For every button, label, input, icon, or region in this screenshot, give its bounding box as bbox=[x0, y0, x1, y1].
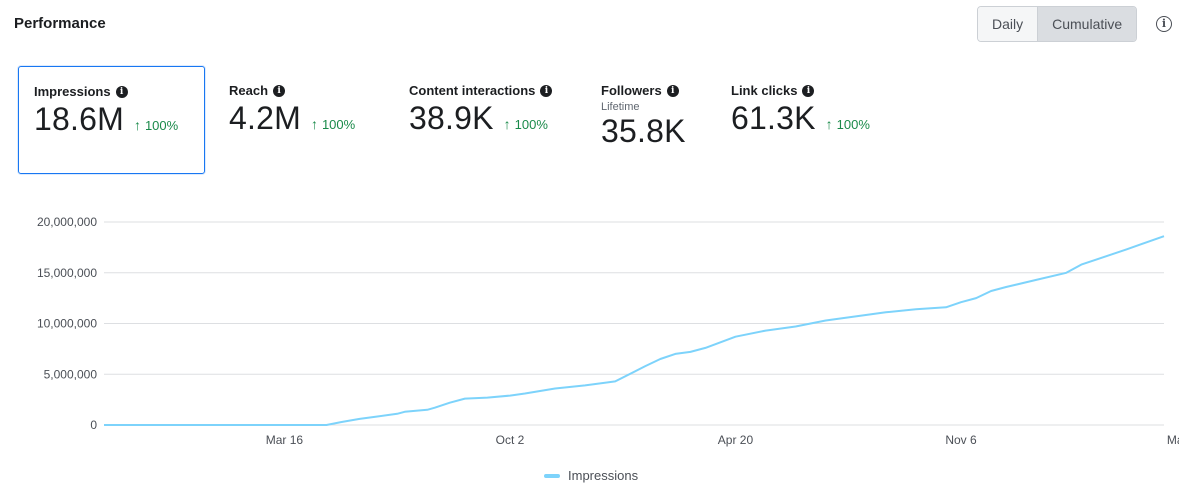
cumulative-button[interactable]: Cumulative bbox=[1037, 7, 1137, 41]
legend-label: Impressions bbox=[568, 468, 639, 483]
metric-value: 35.8K bbox=[601, 113, 686, 149]
impressions-chart: 0 5,000,000 10,000,000 15,000,000 20,000,000… bbox=[37, 215, 1179, 447]
metric-label: Reach bbox=[229, 83, 269, 98]
arrow-up-icon: ↑ bbox=[503, 116, 511, 132]
x-tick-label: Nov 6 bbox=[945, 433, 977, 447]
x-tick-label: May 24 bbox=[1167, 433, 1179, 447]
metric-change: ↑ 100% bbox=[133, 117, 179, 133]
info-icon[interactable]: i bbox=[115, 85, 128, 98]
y-tick-label: 5,000,000 bbox=[44, 367, 98, 381]
metric-label-followers: Followers i bbox=[601, 83, 696, 98]
metric-sublabel: Lifetime bbox=[601, 101, 640, 113]
metric-value: 4.2M bbox=[229, 100, 301, 136]
metric-value: 38.9K bbox=[409, 100, 494, 136]
x-tick-label: Oct 2 bbox=[496, 433, 525, 447]
info-icon[interactable]: i bbox=[1156, 16, 1172, 32]
metric-value: 18.6M bbox=[34, 101, 124, 137]
metric-reach[interactable]: Reach i 4.2M ↑ 100% bbox=[214, 66, 384, 174]
metric-change: ↑ 100% bbox=[310, 116, 356, 132]
metric-label: Link clicks bbox=[731, 83, 798, 98]
series-line-impressions[interactable] bbox=[104, 235, 1165, 426]
metric-impressions[interactable]: Impressions i 18.6M ↑ 100% bbox=[18, 66, 205, 174]
metric-change: ↑ 100% bbox=[503, 116, 548, 132]
y-tick-label: 20,000,000 bbox=[37, 215, 97, 229]
arrow-up-icon: ↑ bbox=[825, 116, 833, 132]
metric-label-content-interactions: Content interactions i bbox=[409, 83, 569, 98]
metric-label: Content interactions bbox=[409, 83, 536, 98]
metric-label-impressions: Impressions i bbox=[34, 84, 189, 99]
arrow-up-icon: ↑ bbox=[310, 116, 318, 132]
x-tick-label: Mar 16 bbox=[266, 433, 304, 447]
metric-change: ↑ 100% bbox=[825, 116, 870, 132]
legend-swatch bbox=[544, 473, 560, 478]
chart-legend[interactable]: Impressions bbox=[544, 468, 638, 483]
metric-value: 61.3K bbox=[731, 100, 816, 136]
view-toggle: Daily Cumulative bbox=[977, 6, 1138, 42]
metric-link-clicks[interactable]: Link clicks i 61.3K ↑ 100% bbox=[716, 66, 896, 174]
metric-label-link-clicks: Link clicks i bbox=[731, 83, 881, 98]
info-icon[interactable]: i bbox=[802, 84, 815, 97]
info-icon[interactable]: i bbox=[666, 84, 679, 97]
metric-label: Followers bbox=[601, 83, 662, 98]
y-tick-label: 0 bbox=[90, 418, 97, 432]
info-icon[interactable]: i bbox=[540, 84, 553, 97]
arrow-up-icon: ↑ bbox=[133, 117, 141, 133]
info-icon[interactable]: i bbox=[273, 84, 286, 97]
metric-label-reach: Reach i bbox=[229, 83, 369, 98]
y-tick-label: 15,000,000 bbox=[37, 266, 97, 280]
y-tick-label: 10,000,000 bbox=[37, 317, 97, 331]
x-tick-label: Apr 20 bbox=[718, 433, 754, 447]
daily-button[interactable]: Daily bbox=[978, 7, 1038, 41]
metric-content-interactions[interactable]: Content interactions i 38.9K ↑ 100% bbox=[394, 66, 584, 174]
page-title: Performance bbox=[14, 15, 106, 32]
metric-followers[interactable]: Followers i Lifetime 35.8K bbox=[586, 66, 711, 174]
metric-label: Impressions bbox=[34, 84, 111, 99]
